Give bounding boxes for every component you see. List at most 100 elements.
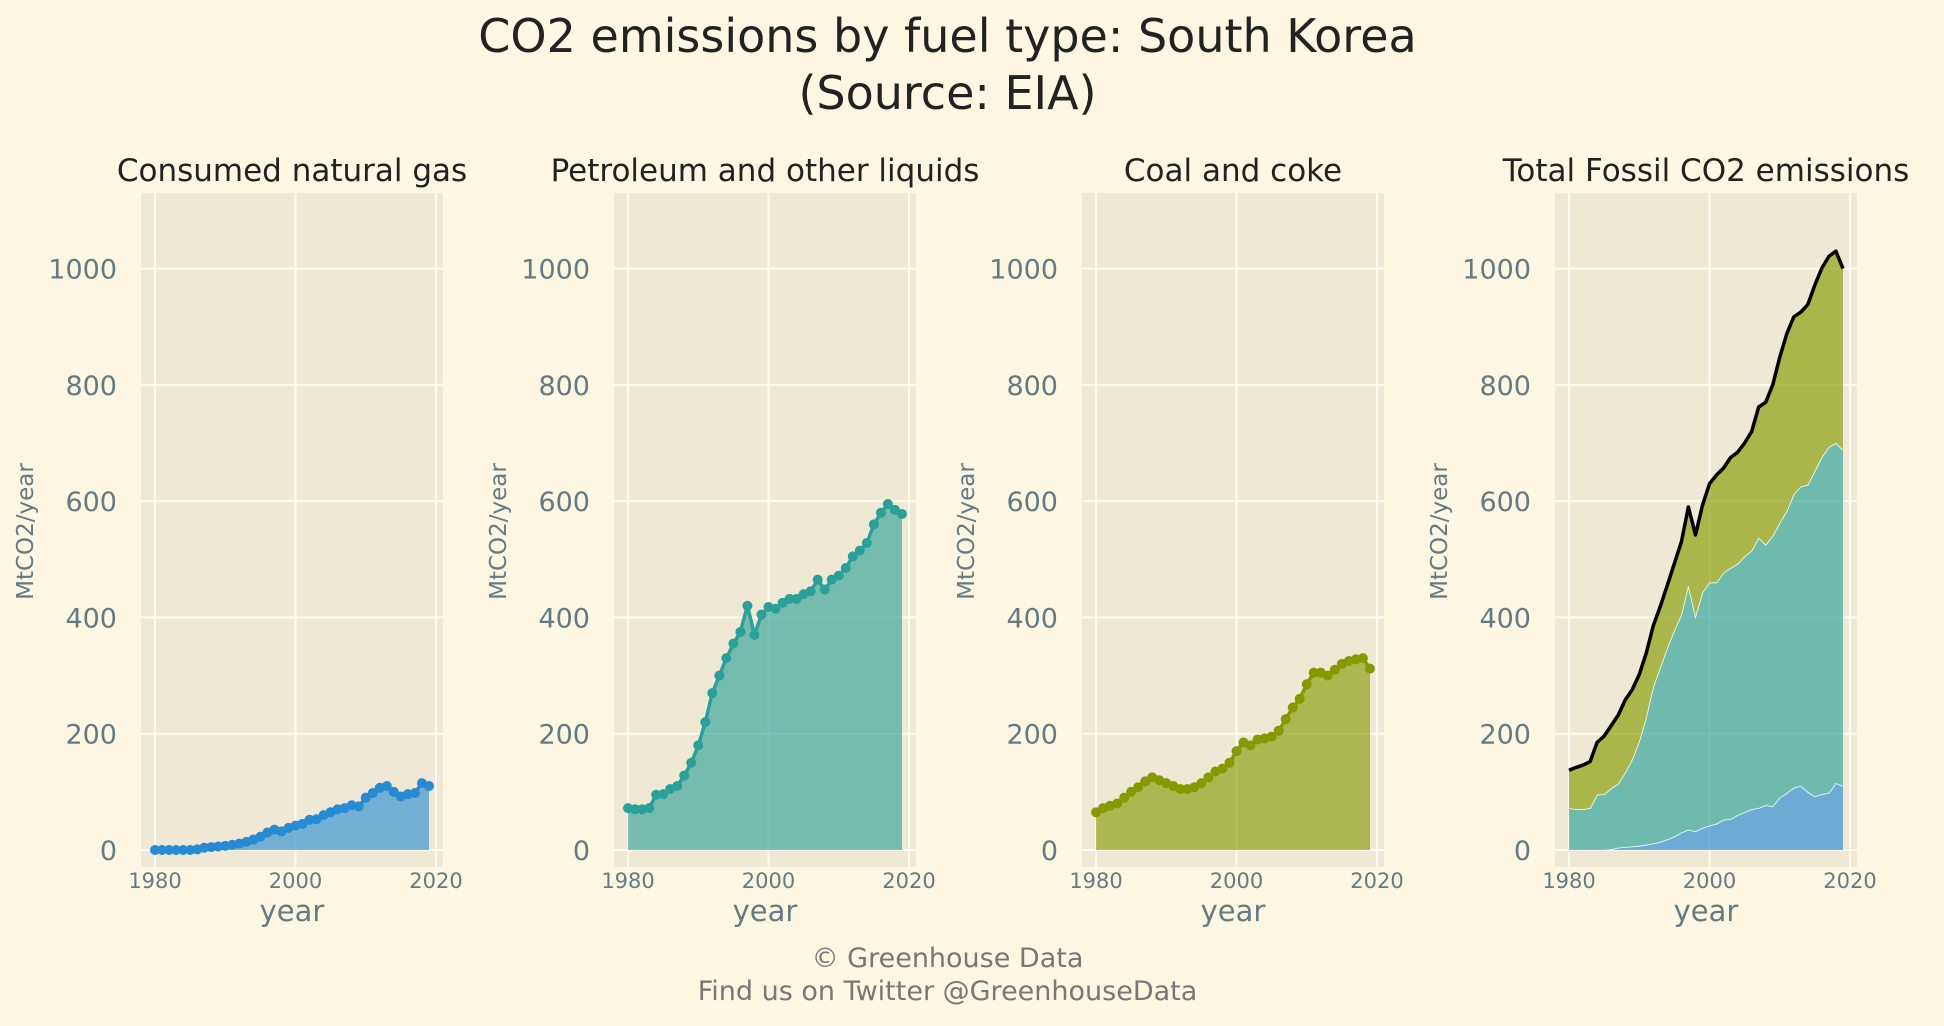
y-axis-label: MtCO2/year <box>1427 463 1453 600</box>
stacked-area-petroleum <box>1569 443 1843 850</box>
x-tick-label: 2000 <box>742 869 795 893</box>
y-tick-label: 800 <box>1006 371 1058 402</box>
y-tick-label: 1000 <box>521 255 590 286</box>
facet-title: Coal and coke <box>1124 153 1342 189</box>
facet-4: Total Fossil CO2 emissions 0 200 400 600 800 1… <box>1427 153 1909 928</box>
data-point-coal <box>1308 667 1319 678</box>
x-axis-label: year <box>1674 894 1739 928</box>
data-point-coal <box>1217 763 1228 774</box>
stacked-area-coal <box>1569 251 1843 810</box>
data-point-petroleum <box>819 584 830 595</box>
panel-background <box>141 193 443 867</box>
data-point-gas <box>409 788 420 799</box>
data-point-petroleum <box>770 603 781 614</box>
x-tick-label: 2020 <box>882 869 935 893</box>
y-tick-label: 600 <box>65 487 117 518</box>
data-point-petroleum <box>756 609 767 620</box>
data-point-coal <box>1231 746 1242 757</box>
data-point-coal <box>1273 725 1284 736</box>
data-point-petroleum <box>840 563 851 574</box>
data-point-coal <box>1322 670 1333 681</box>
data-point-petroleum <box>784 593 795 604</box>
x-tick-label: 2000 <box>1683 869 1736 893</box>
footer: © Greenhouse Data Find us on Twitter @Gr… <box>0 942 1895 1008</box>
y-tick-label: 800 <box>65 371 117 402</box>
data-point-coal <box>1112 798 1123 809</box>
data-point-petroleum <box>742 600 753 611</box>
facet-3: Coal and coke 0 200 400 600 800 1000 1980 2000 20… <box>954 153 1404 928</box>
area-petroleum <box>628 504 902 850</box>
data-point-petroleum <box>812 574 823 585</box>
data-point-coal <box>1364 663 1375 674</box>
y-tick-label: 1000 <box>1462 255 1531 286</box>
data-point-petroleum <box>707 688 718 699</box>
footer-twitter: Find us on Twitter @GreenhouseData <box>697 976 1198 1007</box>
data-point-coal <box>1294 693 1305 704</box>
data-point-petroleum <box>721 653 732 664</box>
y-tick-label: 200 <box>65 720 117 751</box>
y-tick-label: 400 <box>1479 603 1531 634</box>
facet-title: Total Fossil CO2 emissions <box>1502 153 1910 189</box>
data-point-coal <box>1133 782 1144 793</box>
data-point-petroleum <box>805 586 816 597</box>
data-point-petroleum <box>833 570 844 581</box>
data-point-coal <box>1329 664 1340 675</box>
data-point-petroleum <box>686 757 697 768</box>
data-point-coal <box>1266 731 1277 742</box>
y-tick-label: 0 <box>1514 836 1531 867</box>
area-gas <box>155 783 429 850</box>
data-point-coal <box>1224 757 1235 768</box>
data-point-coal <box>1357 653 1368 664</box>
chart-title: CO2 emissions by fuel type: South Korea … <box>0 8 1895 122</box>
data-point-coal <box>1301 679 1312 690</box>
total-line <box>1568 249 1845 772</box>
data-point-gas <box>353 801 364 812</box>
data-point-coal <box>1119 792 1130 803</box>
x-axis-label: year <box>260 894 325 928</box>
data-point-petroleum <box>735 626 746 637</box>
y-tick-label: 600 <box>1479 487 1531 518</box>
data-point-gas <box>367 788 378 799</box>
y-tick-label: 0 <box>100 836 117 867</box>
data-point-coal <box>1245 740 1256 751</box>
data-point-gas <box>381 781 392 792</box>
data-point-coal <box>1280 714 1291 725</box>
stacked-area-gas <box>1569 783 1843 850</box>
y-tick-label: 800 <box>538 371 590 402</box>
data-point-gas <box>171 845 182 855</box>
data-point-petroleum <box>861 538 872 549</box>
facet-1: Consumed natural gas 0 200 400 600 800 1000 198… <box>13 153 467 928</box>
data-point-petroleum <box>854 545 865 556</box>
data-point-gas <box>178 845 189 855</box>
data-point-petroleum <box>896 508 907 519</box>
y-tick-label: 400 <box>1006 603 1058 634</box>
data-point-petroleum <box>749 629 760 640</box>
y-tick-label: 400 <box>538 603 590 634</box>
y-tick-label: 0 <box>1041 836 1058 867</box>
data-point-petroleum <box>714 670 725 681</box>
y-tick-label: 200 <box>538 720 590 751</box>
y-tick-label: 200 <box>1006 720 1058 751</box>
y-tick-label: 800 <box>1479 371 1531 402</box>
data-point-petroleum <box>791 593 802 604</box>
footer-copyright: © Greenhouse Data <box>811 943 1084 974</box>
chart-title-line-1: CO2 emissions by fuel type: South Korea <box>478 9 1417 63</box>
data-point-gas <box>388 786 399 797</box>
x-tick-label: 1980 <box>128 869 181 893</box>
facet-2: Petroleum and other liquids 0 200 400 600 800… <box>486 153 979 928</box>
data-point-petroleum <box>728 638 739 649</box>
y-tick-label: 1000 <box>48 255 117 286</box>
data-point-coal <box>1175 783 1186 794</box>
data-point-gas <box>157 845 168 855</box>
data-point-coal <box>1126 786 1137 797</box>
y-axis-label: MtCO2/year <box>954 463 980 600</box>
y-tick-label: 400 <box>65 603 117 634</box>
data-point-petroleum <box>658 789 669 800</box>
data-point-coal <box>1203 772 1214 783</box>
data-point-petroleum <box>693 740 704 751</box>
x-tick-label: 1980 <box>1069 869 1122 893</box>
y-tick-label: 200 <box>1479 720 1531 751</box>
x-tick-label: 1980 <box>601 869 654 893</box>
data-point-petroleum <box>882 499 893 510</box>
chart-title-line-2: (Source: EIA) <box>798 66 1097 120</box>
